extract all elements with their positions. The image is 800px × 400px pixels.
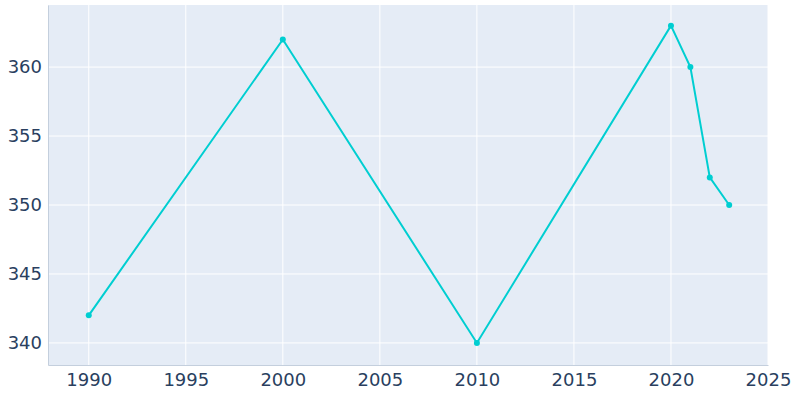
grid-line xyxy=(476,5,477,365)
grid-line xyxy=(670,5,671,365)
tick-label: 2010 xyxy=(454,369,500,390)
grid-line xyxy=(48,342,768,343)
y-grid xyxy=(48,67,768,343)
tick: 2010 xyxy=(454,365,500,390)
plot-background xyxy=(48,5,768,365)
grid-line xyxy=(185,5,186,365)
tick-label: 1995 xyxy=(163,369,209,390)
marker xyxy=(707,174,713,180)
tick-label: 2015 xyxy=(552,369,598,390)
tick-label: 340 xyxy=(8,332,42,353)
tick: 2000 xyxy=(260,365,306,390)
line xyxy=(89,26,729,343)
grid-line xyxy=(379,5,380,365)
grid-line xyxy=(88,5,89,365)
tick: 1990 xyxy=(66,365,112,390)
tick-label: 1990 xyxy=(66,369,112,390)
tick: 2025 xyxy=(746,365,792,390)
tick: 355 xyxy=(8,125,48,146)
y-axis: 340 345 350 355 360 xyxy=(8,6,49,366)
series xyxy=(86,23,732,346)
tick-label: 2000 xyxy=(260,369,306,390)
tick-label: 360 xyxy=(8,56,42,77)
axis-line xyxy=(48,6,49,366)
marker xyxy=(280,36,286,42)
tick: 360 xyxy=(8,56,48,77)
tick: 345 xyxy=(8,263,48,284)
marker xyxy=(726,202,732,208)
x-grid xyxy=(89,5,768,365)
grid-line xyxy=(48,136,768,137)
tick: 350 xyxy=(8,194,48,215)
marker xyxy=(687,64,693,70)
tick: 1995 xyxy=(163,365,209,390)
grid-line xyxy=(48,67,768,68)
plot: 1990 1995 2000 2005 2010 2015 2020 2025 340 345 35… xyxy=(8,5,792,390)
grid-line xyxy=(768,5,769,365)
tick-label: 345 xyxy=(8,263,42,284)
grid-line xyxy=(282,5,283,365)
x-axis: 1990 1995 2000 2005 2010 2015 2020 2025 xyxy=(49,365,792,390)
grid-line xyxy=(48,205,768,206)
marker xyxy=(86,312,92,318)
chart: 1990 1995 2000 2005 2010 2015 2020 2025 340 345 35… xyxy=(0,0,800,400)
axis-line xyxy=(49,365,769,366)
marker xyxy=(474,340,480,346)
tick: 340 xyxy=(8,332,48,353)
tick-label: 355 xyxy=(8,125,42,146)
tick-label: 2025 xyxy=(746,369,792,390)
tick: 2020 xyxy=(649,365,695,390)
tick: 2015 xyxy=(552,365,598,390)
tick-label: 2005 xyxy=(357,369,403,390)
tick: 2005 xyxy=(357,365,403,390)
tick-label: 2020 xyxy=(649,369,695,390)
marker xyxy=(668,23,674,29)
tick-label: 350 xyxy=(8,194,42,215)
grid-line xyxy=(48,273,768,274)
